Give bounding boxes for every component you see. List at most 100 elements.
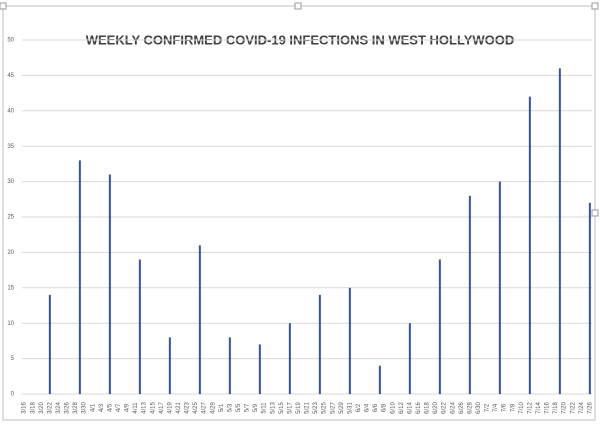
x-tick-label: 4/7 — [116, 403, 122, 412]
x-tick-label: 4/19 — [167, 402, 173, 414]
x-tick-label: 5/7 — [245, 403, 251, 412]
bar — [168, 337, 171, 394]
x-tick-label: 5/29 — [339, 402, 345, 414]
x-tick-label: 6/30 — [476, 402, 482, 414]
bar — [48, 294, 51, 394]
x-tick-label: 5/3 — [227, 403, 233, 412]
y-tick-label: 30 — [7, 179, 14, 185]
x-tick-label: 7/18 — [553, 402, 559, 414]
x-tick-label: 4/9 — [125, 403, 131, 412]
x-tick-label: 5/15 — [279, 402, 285, 414]
x-tick-label: 6/2 — [356, 403, 362, 412]
resize-handle[interactable] — [591, 209, 599, 217]
y-tick-label: 40 — [7, 108, 14, 114]
x-tick-label: 4/29 — [210, 402, 216, 414]
resize-handle[interactable] — [294, 2, 302, 10]
y-tick-label: 5 — [11, 356, 15, 362]
x-tick-label: 7/2 — [485, 403, 491, 412]
bar — [318, 294, 321, 394]
x-tick-label: 4/17 — [159, 402, 165, 414]
bar — [258, 344, 261, 394]
bar — [378, 365, 381, 394]
x-tick-label: 5/31 — [347, 402, 353, 414]
bar — [228, 337, 231, 394]
y-tick-label: 20 — [7, 250, 14, 256]
x-tick-label: 6/6 — [373, 403, 379, 412]
x-tick-label: 4/15 — [150, 402, 156, 414]
bar — [78, 160, 81, 394]
y-tick-label: 35 — [7, 144, 14, 150]
x-tick-label: 7/10 — [519, 402, 525, 414]
x-tick-label: 7/4 — [493, 403, 499, 412]
x-tick-label: 7/12 — [527, 402, 533, 414]
x-tick-label: 7/26 — [587, 402, 593, 414]
x-tick-label: 6/8 — [382, 403, 388, 412]
y-tick-label: 10 — [7, 321, 14, 327]
x-tick-label: 4/11 — [133, 402, 139, 414]
x-tick-label: 3/22 — [47, 402, 53, 414]
x-tick-label: 3/20 — [39, 402, 45, 414]
bar — [588, 202, 591, 394]
bar — [108, 174, 111, 394]
y-tick-label: 0 — [11, 392, 15, 398]
x-tick-label: 4/21 — [176, 402, 182, 414]
x-tick-label: 5/1 — [219, 403, 225, 412]
x-tick-label: 5/25 — [322, 402, 328, 414]
chart-frame — [2, 5, 596, 421]
bar — [468, 195, 471, 394]
x-tick-label: 3/30 — [82, 402, 88, 414]
x-tick-label: 4/13 — [142, 402, 148, 414]
bar — [438, 259, 441, 394]
x-tick-label: 4/3 — [99, 403, 105, 412]
x-tick-label: 3/24 — [56, 402, 62, 414]
x-tick-label: 6/4 — [365, 403, 371, 412]
x-tick-label: 7/8 — [510, 403, 516, 412]
x-tick-label: 4/25 — [193, 402, 199, 414]
x-tick-label: 7/16 — [545, 402, 551, 414]
x-tick-label: 7/24 — [579, 402, 585, 414]
x-tick-label: 4/23 — [185, 402, 191, 414]
x-tick-label: 7/20 — [562, 402, 568, 414]
y-tick-label: 15 — [7, 285, 14, 291]
bar — [498, 181, 501, 394]
x-tick-label: 3/16 — [22, 402, 28, 414]
resize-handle[interactable] — [591, 2, 599, 10]
bar — [348, 287, 351, 394]
x-tick-label: 5/9 — [253, 403, 259, 412]
y-tick-label: 45 — [7, 73, 14, 79]
bar — [138, 259, 141, 394]
bar — [528, 96, 531, 394]
bar — [558, 68, 561, 394]
x-tick-label: 5/21 — [305, 402, 311, 414]
x-tick-label: 3/26 — [65, 402, 71, 414]
x-tick-label: 6/22 — [442, 402, 448, 414]
x-tick-label: 6/24 — [450, 402, 456, 414]
x-tick-label: 3/18 — [30, 402, 36, 414]
x-tick-label: 6/28 — [467, 402, 473, 414]
x-tick-label: 5/11 — [262, 402, 268, 414]
x-tick-label: 6/26 — [459, 402, 465, 414]
x-tick-label: 4/1 — [90, 403, 96, 412]
x-tick-label: 5/27 — [330, 402, 336, 414]
bar — [288, 323, 291, 394]
x-tick-label: 5/23 — [313, 402, 319, 414]
y-tick-label: 50 — [7, 38, 14, 44]
x-tick-label: 6/10 — [390, 402, 396, 414]
x-tick-label: 6/12 — [399, 402, 405, 414]
x-tick-label: 7/14 — [536, 402, 542, 414]
x-tick-label: 5/17 — [287, 402, 293, 414]
bar — [408, 323, 411, 394]
resize-handle[interactable] — [0, 2, 7, 10]
x-tick-label: 5/19 — [296, 402, 302, 414]
x-tick-label: 6/14 — [407, 402, 413, 414]
x-tick-label: 4/5 — [107, 403, 113, 412]
x-tick-label: 7/6 — [502, 403, 508, 412]
x-tick-label: 6/20 — [433, 402, 439, 414]
x-tick-label: 7/22 — [570, 402, 576, 414]
x-tick-label: 6/16 — [416, 402, 422, 414]
x-tick-label: 3/28 — [73, 402, 79, 414]
x-tick-label: 6/18 — [425, 402, 431, 414]
x-tick-label: 5/5 — [236, 403, 242, 412]
